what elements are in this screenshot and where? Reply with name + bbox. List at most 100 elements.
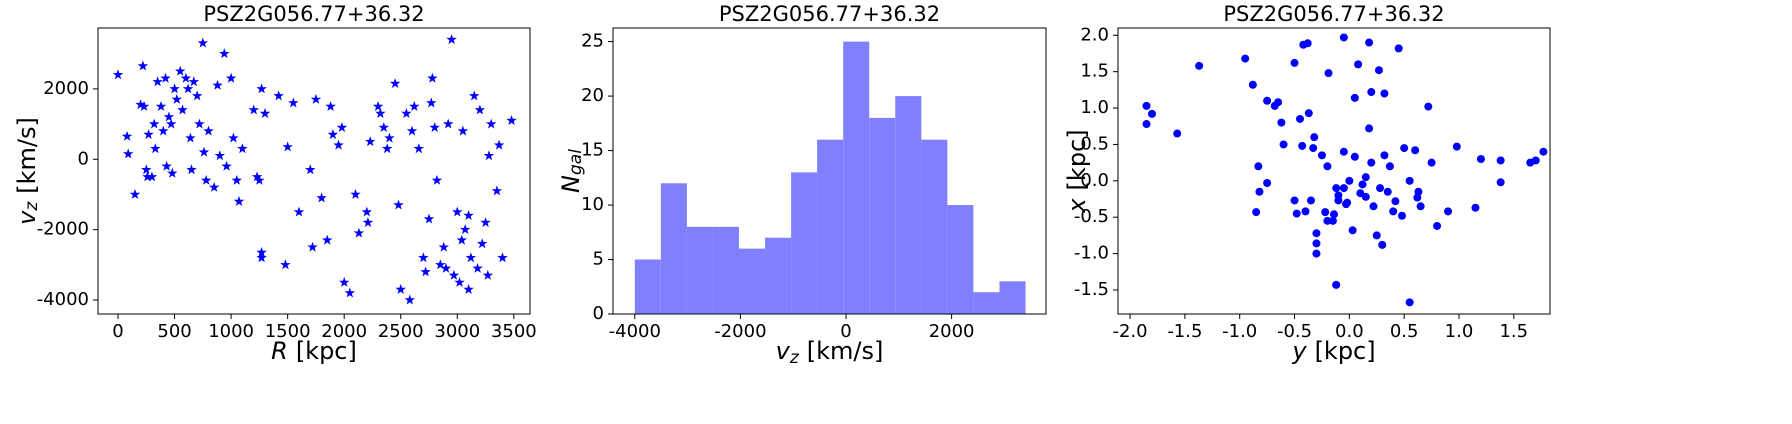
- axis-label: x [kpc]: [1063, 129, 1091, 213]
- x-tick-label: -2.0: [1112, 321, 1147, 342]
- x-tick-label: 500: [157, 321, 191, 342]
- point: [452, 206, 463, 217]
- point: [161, 160, 172, 171]
- x-tick-label: 0.5: [1390, 321, 1419, 342]
- y-tick-label: 25: [581, 31, 604, 52]
- point: [1332, 280, 1341, 289]
- point: [1394, 44, 1403, 53]
- point: [1339, 184, 1348, 193]
- x-tick-label: 3500: [491, 321, 537, 342]
- point: [1277, 118, 1286, 127]
- point: [339, 276, 350, 287]
- point: [1298, 141, 1307, 150]
- point: [1330, 210, 1338, 219]
- label-unit: [km/s]: [807, 337, 884, 365]
- y-tick-label: -0.5: [1074, 206, 1109, 227]
- point: [454, 276, 465, 287]
- point: [150, 143, 161, 154]
- point: [483, 150, 495, 161]
- bar: [712, 226, 739, 314]
- point: [155, 101, 167, 111]
- y-tick-label: 1.5: [1080, 61, 1109, 82]
- bar: [634, 259, 661, 314]
- point: [141, 164, 152, 175]
- x-tick-label: 2000: [929, 321, 975, 342]
- point: [344, 287, 356, 298]
- point: [427, 72, 438, 83]
- label-base: v: [776, 337, 791, 365]
- point: [191, 90, 203, 101]
- point: [1323, 162, 1332, 171]
- point: [1248, 80, 1257, 89]
- point: [186, 164, 197, 175]
- point: [1304, 109, 1313, 118]
- point: [1312, 249, 1321, 258]
- point: [1290, 58, 1299, 67]
- point: [237, 143, 248, 154]
- chart-title: PSZ2G056.77+36.32: [1223, 2, 1444, 26]
- point: [198, 146, 210, 157]
- label-base: y: [1291, 337, 1307, 365]
- point: [1142, 120, 1151, 129]
- point: [228, 132, 239, 143]
- point: [273, 90, 284, 101]
- point: [203, 125, 214, 136]
- point: [472, 262, 483, 273]
- label-sub: gal: [566, 149, 586, 175]
- bar: [817, 139, 844, 314]
- point: [233, 196, 245, 206]
- point: [1361, 192, 1370, 201]
- point: [361, 206, 372, 217]
- x-tick-label: -0.5: [1277, 321, 1312, 342]
- point: [1310, 133, 1319, 142]
- y-tick-label: 0: [78, 148, 89, 169]
- bar: [843, 41, 870, 314]
- point: [1317, 151, 1326, 160]
- point: [413, 143, 425, 154]
- label-unit: [km/s]: [13, 117, 41, 194]
- point: [506, 115, 517, 125]
- point: [353, 227, 365, 238]
- point: [307, 241, 318, 252]
- point: [1416, 202, 1425, 211]
- point: [1147, 109, 1156, 118]
- point: [446, 34, 457, 45]
- label-base: R: [271, 337, 288, 365]
- point: [1312, 229, 1321, 238]
- axis-label: y [kpc]: [1291, 337, 1375, 365]
- point: [1531, 156, 1540, 165]
- point: [1263, 96, 1272, 105]
- point: [460, 224, 471, 235]
- point: [1252, 208, 1261, 217]
- y-tick-label: 1.0: [1080, 97, 1109, 118]
- bar: [791, 172, 818, 314]
- point: [1433, 221, 1442, 230]
- point: [165, 118, 177, 129]
- axes-frame: [612, 27, 1047, 315]
- x-tick-label: -1.0: [1222, 321, 1257, 342]
- y-tick-label: 15: [581, 140, 604, 161]
- point: [185, 132, 196, 143]
- point: [482, 269, 493, 280]
- point: [378, 122, 389, 132]
- point: [1332, 184, 1341, 193]
- y-tick-label: 2000: [43, 78, 89, 99]
- point: [305, 164, 316, 175]
- point: [325, 101, 336, 111]
- point: [212, 79, 223, 90]
- axis-label: vz [km/s]: [13, 117, 42, 225]
- point: [175, 65, 186, 76]
- point: [1274, 98, 1283, 107]
- axes-frame: [1117, 27, 1551, 315]
- y-tick-label: 0.0: [1080, 170, 1109, 191]
- point: [1241, 54, 1250, 63]
- point: [375, 108, 386, 118]
- point: [420, 266, 431, 277]
- x-tick-label: 0.0: [1335, 321, 1364, 342]
- point: [123, 148, 134, 159]
- point: [1195, 61, 1204, 70]
- point: [182, 83, 194, 94]
- y-tick-label: 0: [593, 303, 604, 324]
- point: [1378, 240, 1387, 249]
